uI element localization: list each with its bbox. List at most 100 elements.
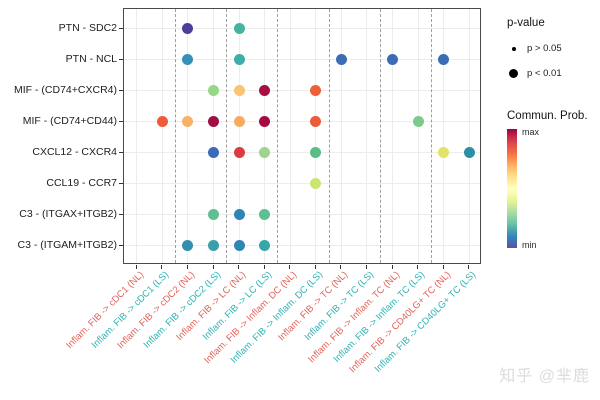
gridline-horizontal — [124, 245, 480, 246]
colorbar-max-label: max — [522, 127, 540, 137]
gridline-vertical — [136, 9, 138, 263]
gridline-vertical — [315, 9, 317, 263]
pvalue-legend-item: p > 0.05 — [507, 43, 562, 54]
pvalue-legend: p-value p > 0.05 p < 0.01 — [507, 17, 562, 79]
x-axis-tick — [365, 265, 367, 269]
data-point — [412, 116, 424, 127]
data-point — [233, 209, 245, 220]
gridline-horizontal — [124, 183, 480, 184]
gridline-vertical — [289, 9, 291, 263]
x-axis-tick — [340, 265, 342, 269]
gridline-vertical — [238, 9, 240, 263]
x-axis-tick — [417, 265, 419, 269]
y-axis-tick — [119, 213, 123, 215]
data-point — [208, 85, 219, 96]
data-point — [233, 147, 245, 158]
y-axis-label: C3 - (ITGAX+ITGB2) — [19, 207, 117, 220]
data-point — [233, 23, 245, 34]
data-point — [259, 116, 271, 127]
data-point — [156, 116, 168, 127]
data-point — [208, 209, 219, 220]
y-axis-label: CXCL12 - CXCR4 — [32, 145, 117, 158]
pvalue-legend-item: p < 0.01 — [507, 68, 562, 79]
gridline-vertical — [468, 9, 470, 263]
y-axis-tick — [119, 151, 123, 153]
x-axis-tick — [238, 265, 240, 269]
data-point — [182, 116, 194, 127]
y-axis-tick — [119, 58, 123, 60]
gridline-horizontal — [124, 214, 480, 215]
gridline-horizontal — [124, 28, 480, 29]
data-point — [463, 147, 475, 158]
data-point — [438, 147, 450, 158]
data-point — [208, 240, 219, 251]
y-axis-label: MIF - (CD74+CXCR4) — [14, 83, 117, 96]
data-point — [182, 23, 194, 34]
data-point — [233, 85, 245, 96]
y-axis-label: CCL19 - CCR7 — [46, 176, 117, 189]
data-point — [310, 178, 322, 189]
gridline-vertical — [264, 9, 266, 263]
colorbar-legend: Commun. Prob. max min — [507, 110, 588, 250]
data-point — [310, 147, 322, 158]
y-axis-tick — [119, 182, 123, 184]
gridline-horizontal — [124, 90, 480, 91]
group-separator-line — [175, 9, 177, 263]
y-axis-tick — [119, 27, 123, 29]
y-axis-tick — [119, 244, 123, 246]
x-axis-tick — [212, 265, 214, 269]
x-axis-tick — [468, 265, 470, 269]
data-point — [259, 240, 271, 251]
group-separator-line — [277, 9, 279, 263]
small-dot-icon — [511, 46, 516, 51]
data-point — [335, 54, 347, 65]
x-axis-tick — [263, 265, 265, 269]
x-axis-tick — [314, 265, 316, 269]
plot-panel — [123, 8, 481, 264]
y-axis-label: PTN - NCL — [65, 52, 117, 65]
data-point — [233, 240, 245, 251]
gridline-vertical — [366, 9, 368, 263]
gridline-horizontal — [124, 152, 480, 153]
pvalue-legend-item-label: p < 0.01 — [527, 68, 562, 79]
data-point — [182, 54, 194, 65]
x-axis-tick — [442, 265, 444, 269]
gridline-vertical — [392, 9, 393, 263]
gridline-vertical — [417, 9, 419, 263]
gridline-vertical — [340, 9, 342, 263]
data-point — [208, 147, 219, 158]
gridline-horizontal — [124, 59, 480, 60]
data-point — [259, 85, 271, 96]
y-axis-label: PTN - SDC2 — [58, 21, 117, 34]
x-axis-tick — [186, 265, 188, 269]
group-separator-line — [328, 9, 330, 263]
group-separator-line — [226, 9, 228, 263]
y-axis-label: C3 - (ITGAM+ITGB2) — [17, 238, 117, 251]
colorbar-gradient — [507, 129, 517, 248]
gridline-vertical — [443, 9, 445, 263]
data-point — [310, 85, 322, 96]
data-point — [233, 116, 245, 127]
x-axis-tick — [391, 265, 393, 269]
gridline-horizontal — [124, 121, 480, 122]
data-point — [182, 240, 194, 251]
data-point — [208, 116, 219, 127]
y-axis-tick — [119, 89, 123, 91]
pvalue-legend-item-label: p > 0.05 — [527, 43, 562, 54]
data-point — [259, 147, 271, 158]
pvalue-legend-title: p-value — [507, 17, 545, 29]
data-point — [438, 54, 450, 65]
gridline-vertical — [213, 9, 214, 263]
large-dot-icon — [509, 69, 518, 78]
y-axis-tick — [119, 120, 123, 122]
gridline-vertical — [161, 9, 163, 263]
x-axis-tick — [289, 265, 291, 269]
watermark: 知乎 @芈鹿 — [499, 368, 590, 385]
y-axis-label: MIF - (CD74+CD44) — [22, 114, 117, 127]
data-point — [233, 54, 245, 65]
group-separator-line — [430, 9, 432, 263]
colorbar-legend-title: Commun. Prob. — [507, 110, 588, 122]
group-separator-line — [379, 9, 381, 263]
x-axis-tick — [135, 265, 137, 269]
